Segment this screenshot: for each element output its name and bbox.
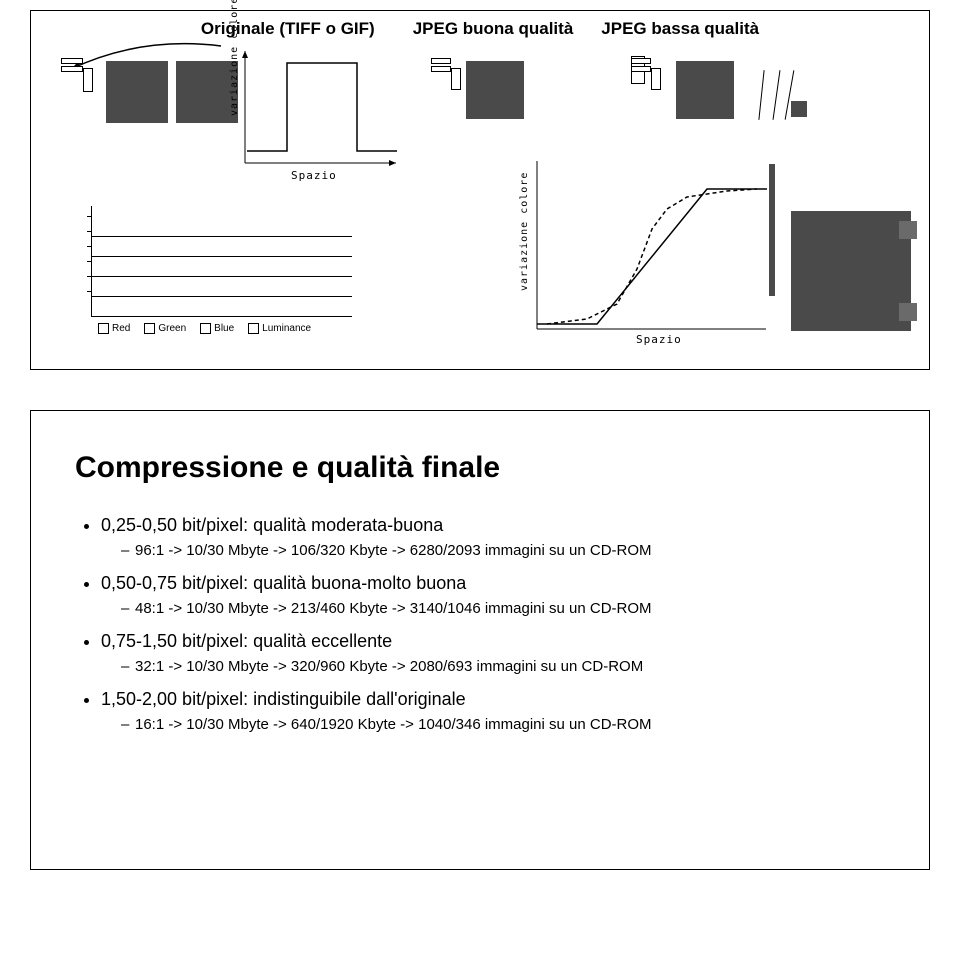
quality-item: 0,25-0,50 bit/pixel: qualità moderata-bu…	[101, 515, 889, 559]
legend-luminance: Luminance	[248, 323, 311, 334]
left-step-chart: variazione colore Spazio	[241, 51, 401, 181]
rgb-legend-chart: Red Green Blue Luminance	[91, 206, 352, 317]
x-axis-label-2: Spazio	[636, 333, 682, 346]
label-jpeg-bad: JPEG bassa qualità	[601, 19, 759, 39]
vertical-bar	[769, 164, 775, 296]
legend-green: Green	[144, 323, 186, 334]
sigmoid-plot-icon	[531, 161, 771, 346]
legend-blue: Blue	[200, 323, 234, 334]
thumbnail-row	[61, 56, 909, 146]
header-labels: Originale (TIFF o GIF) JPEG buona qualit…	[201, 19, 759, 39]
quality-item: 0,50-0,75 bit/pixel: qualità buona-molto…	[101, 573, 889, 617]
slide-compression-quality: Compressione e qualità finale 0,25-0,50 …	[30, 410, 930, 870]
quality-item: 1,50-2,00 bit/pixel: indistinguibile dal…	[101, 689, 889, 733]
pixelated-block	[791, 211, 911, 331]
rgb-legend: Red Green Blue Luminance	[98, 323, 311, 334]
step-plot-icon	[241, 51, 401, 181]
label-jpeg-good: JPEG buona qualità	[413, 19, 574, 39]
y-axis-label-2: variazione colore	[519, 172, 530, 291]
slide-compression-visual: Originale (TIFF o GIF) JPEG buona qualit…	[30, 10, 930, 370]
quality-subitem: 96:1 -> 10/30 Mbyte -> 106/320 Kbyte -> …	[121, 542, 889, 559]
label-original: Originale (TIFF o GIF)	[201, 19, 375, 39]
cluster-bad	[631, 56, 831, 146]
y-axis-label: variazione colore	[229, 0, 240, 116]
quality-list: 0,25-0,50 bit/pixel: qualità moderata-bu…	[71, 515, 889, 733]
quality-subitem: 48:1 -> 10/30 Mbyte -> 213/460 Kbyte -> …	[121, 600, 889, 617]
slide-title: Compressione e qualità finale	[75, 451, 889, 485]
quality-item: 0,75-1,50 bit/pixel: qualità eccellente3…	[101, 631, 889, 675]
quality-subitem: 32:1 -> 10/30 Mbyte -> 320/960 Kbyte -> …	[121, 658, 889, 675]
legend-red: Red	[98, 323, 130, 334]
cluster-good	[431, 56, 601, 146]
quality-subitem: 16:1 -> 10/30 Mbyte -> 640/1920 Kbyte ->…	[121, 716, 889, 733]
x-axis-label: Spazio	[291, 169, 337, 182]
right-sigmoid-chart: variazione colore Spazio	[531, 161, 771, 341]
